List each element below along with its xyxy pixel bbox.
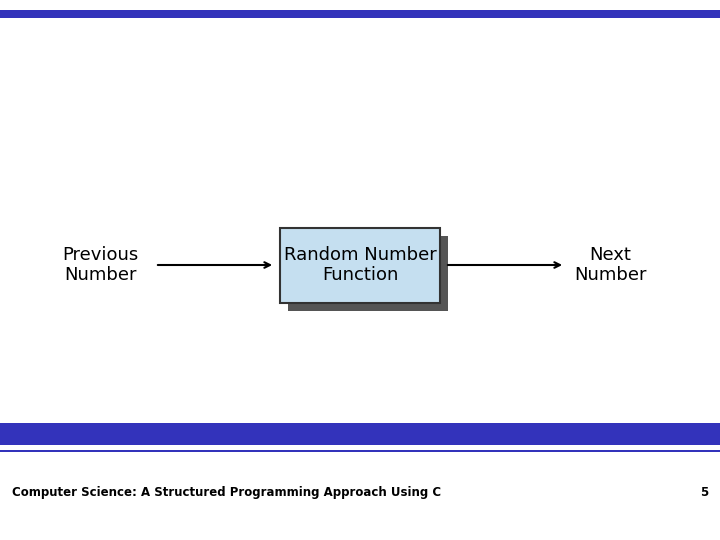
Bar: [288, 235, 448, 310]
Bar: [0, 10, 720, 18]
Text: Number: Number: [574, 266, 647, 284]
Bar: [0, 450, 720, 452]
Bar: [280, 227, 440, 302]
Text: Next: Next: [589, 246, 631, 264]
Text: Computer Science: A Structured Programming Approach Using C: Computer Science: A Structured Programmi…: [12, 486, 441, 499]
Text: Previous: Previous: [62, 246, 138, 264]
Text: FIGURE 4-29: FIGURE 4-29: [12, 429, 138, 447]
Text: Number: Number: [64, 266, 136, 284]
Text: 5: 5: [700, 486, 708, 499]
Text: Random Number Generation: Random Number Generation: [127, 429, 397, 447]
Text: Random Number: Random Number: [284, 246, 436, 264]
Bar: [0, 423, 720, 445]
Text: Function: Function: [322, 266, 398, 284]
